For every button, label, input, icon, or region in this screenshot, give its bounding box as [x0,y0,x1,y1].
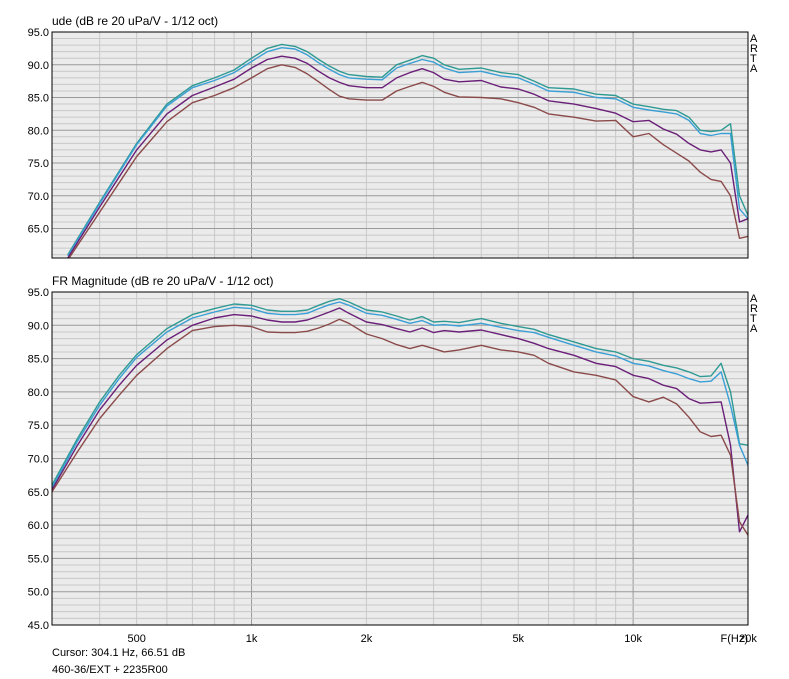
chart-bottom-y-tick-labels: 95.0 90.0 85.0 80.0 75.0 70.0 65.0 60.0 55.0 50.0… [28,287,49,632]
chart-top-plot-area[interactable] [51,31,749,259]
x-axis-unit-label: F(Hz) [721,633,749,645]
series-line-4 [52,318,748,536]
series-line-3 [52,307,748,533]
watermark-letter: A [750,33,758,45]
y-tick-label: 80.0 [28,125,49,137]
y-tick-label: 85.0 [28,93,49,105]
series-line-2 [52,301,748,489]
y-tick-label: 45.0 [28,620,49,632]
y-tick-label: 70.0 [28,454,49,466]
chart-top: ude (dB re 20 uPa/V - 1/12 oct) 95.0 90.0… [28,14,758,259]
chart-bottom: FR Magnitude (dB re 20 uPa/V - 1/12 oct)… [28,274,758,645]
y-tick-label: 90.0 [28,320,49,332]
y-tick-label: 65.0 [28,487,49,499]
chart-bottom-title: FR Magnitude (dB re 20 uPa/V - 1/12 oct) [52,274,273,288]
y-tick-label: 90.0 [28,60,49,72]
y-tick-label: 65.0 [28,224,49,236]
watermark-letter: R [750,303,758,315]
series-line-3 [67,55,748,258]
plot-border [51,291,749,626]
chart-bottom-x-tick-labels: 500 1k 2k 5k 10k 20k [127,633,757,645]
chart-top-series [67,43,748,258]
series-line-4 [68,64,748,258]
y-tick-label: 80.0 [28,387,49,399]
watermark-letter: T [750,53,757,65]
watermark-letter: R [750,43,758,55]
watermark-letter: A [750,63,758,75]
y-tick-label: 75.0 [28,158,49,170]
x-tick-label: 5k [512,633,524,645]
watermark-letter: A [750,323,758,335]
cursor-readout: Cursor: 304.1 Hz, 66.51 dB [52,647,186,659]
x-tick-label: 20k [739,633,757,645]
y-tick-label: 55.0 [28,553,49,565]
y-tick-label: 85.0 [28,354,49,366]
series-line-2 [67,47,748,257]
chart-bottom-grid [52,291,748,626]
series-line-1 [67,43,748,256]
chart-top-y-tick-labels: 95.0 90.0 85.0 80.0 75.0 70.0 65.0 [28,27,49,236]
x-tick-label: 2k [361,633,373,645]
y-tick-label: 60.0 [28,520,49,532]
watermark-letter: A [750,293,758,305]
y-tick-label: 50.0 [28,587,49,599]
plot-border [51,31,749,259]
measurement-file-label: 460-36/EXT + 2235R00 [52,664,168,676]
y-tick-label: 75.0 [28,420,49,432]
y-tick-label: 70.0 [28,191,49,203]
watermark-letter: T [750,313,757,325]
series-line-1 [52,298,748,486]
y-tick-label: 95.0 [28,27,49,39]
chart-bottom-series [52,298,748,536]
chart-top-title: ude (dB re 20 uPa/V - 1/12 oct) [52,14,218,28]
y-tick-label: 95.0 [28,287,49,299]
x-tick-label: 10k [624,633,642,645]
x-tick-label: 500 [127,633,145,645]
x-tick-label: 1k [246,633,258,645]
